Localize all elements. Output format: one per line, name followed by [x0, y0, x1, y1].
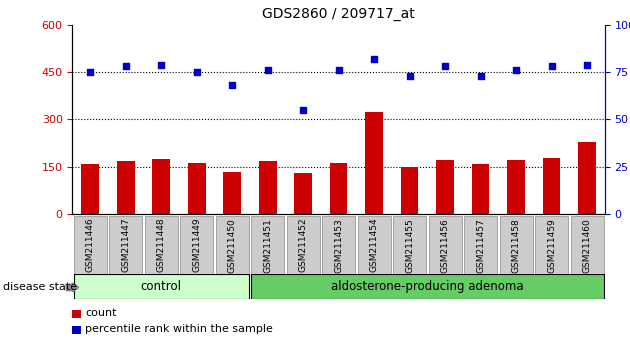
Bar: [329, 163, 348, 214]
Text: disease state: disease state: [3, 282, 77, 292]
Text: GSM211453: GSM211453: [334, 218, 343, 273]
Text: GSM211456: GSM211456: [440, 218, 450, 273]
Bar: [152, 159, 170, 214]
Text: percentile rank within the sample: percentile rank within the sample: [85, 324, 273, 334]
Point: [511, 67, 521, 73]
Text: GSM211449: GSM211449: [192, 218, 201, 273]
Bar: [74, 274, 249, 299]
Bar: [535, 216, 568, 274]
Bar: [81, 164, 99, 214]
Text: GSM211450: GSM211450: [227, 218, 237, 273]
Point: [546, 64, 557, 69]
Bar: [393, 216, 426, 274]
Bar: [117, 160, 135, 214]
Text: aldosterone-producing adenoma: aldosterone-producing adenoma: [331, 280, 524, 293]
Point: [404, 73, 415, 79]
Bar: [542, 158, 561, 214]
Point: [298, 107, 308, 113]
Bar: [428, 216, 462, 274]
Point: [120, 64, 131, 69]
Bar: [215, 216, 249, 274]
Bar: [74, 216, 106, 274]
Bar: [251, 216, 284, 274]
Point: [476, 73, 486, 79]
Text: GSM211457: GSM211457: [476, 218, 485, 273]
Text: GSM211459: GSM211459: [547, 218, 556, 273]
Text: GSM211454: GSM211454: [370, 218, 379, 273]
Bar: [401, 167, 418, 214]
Text: GSM211446: GSM211446: [86, 218, 94, 273]
Text: GSM211447: GSM211447: [121, 218, 130, 273]
Bar: [358, 216, 391, 274]
Point: [582, 62, 592, 67]
Text: GSM211452: GSM211452: [299, 218, 307, 273]
Text: GSM211458: GSM211458: [512, 218, 520, 273]
Bar: [294, 173, 312, 214]
Bar: [578, 142, 596, 214]
Text: count: count: [85, 308, 117, 318]
Bar: [223, 172, 241, 214]
Bar: [507, 160, 525, 214]
Text: control: control: [140, 280, 181, 293]
Text: GSM211448: GSM211448: [157, 218, 166, 273]
Bar: [145, 216, 178, 274]
Bar: [464, 216, 497, 274]
Title: GDS2860 / 209717_at: GDS2860 / 209717_at: [262, 7, 415, 21]
Point: [227, 82, 237, 88]
Point: [263, 67, 273, 73]
Bar: [259, 160, 277, 214]
Bar: [109, 216, 142, 274]
Text: GSM211460: GSM211460: [583, 218, 592, 273]
Bar: [472, 164, 490, 214]
Point: [156, 62, 166, 67]
Bar: [571, 216, 604, 274]
Bar: [500, 216, 532, 274]
Point: [440, 64, 450, 69]
Bar: [322, 216, 355, 274]
Bar: [188, 163, 205, 214]
Bar: [251, 274, 604, 299]
Text: GSM211451: GSM211451: [263, 218, 272, 273]
Bar: [180, 216, 213, 274]
Point: [333, 67, 343, 73]
Point: [192, 69, 202, 75]
Bar: [436, 160, 454, 214]
Bar: [287, 216, 319, 274]
Bar: [365, 112, 383, 214]
Point: [369, 56, 379, 62]
Text: GSM211455: GSM211455: [405, 218, 414, 273]
Point: [85, 69, 95, 75]
